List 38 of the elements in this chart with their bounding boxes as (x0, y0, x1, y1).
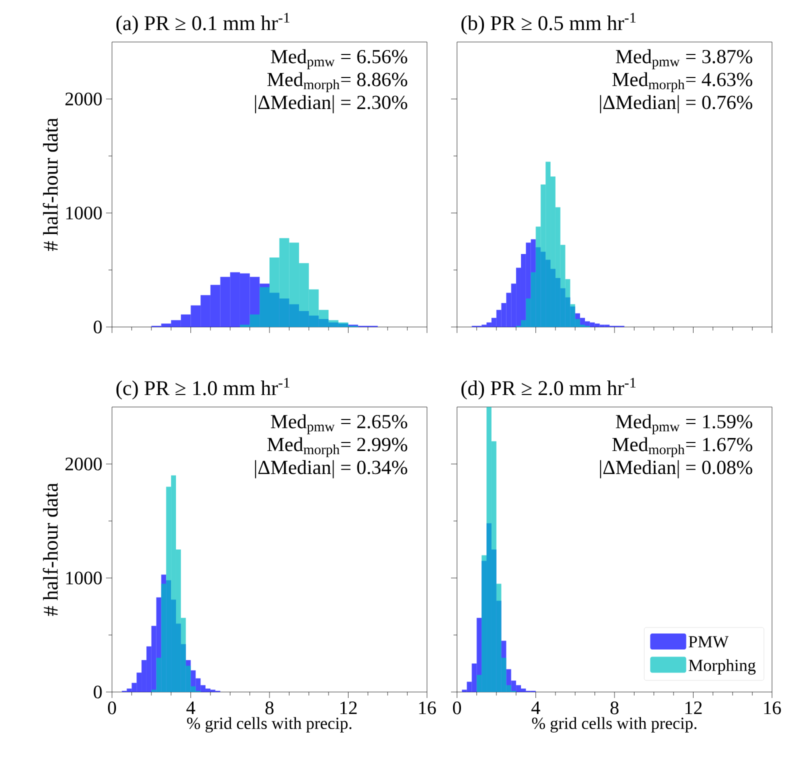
legend-label: Morphing (688, 659, 756, 675)
x-axis-title: % grid cells with precip. (187, 717, 352, 733)
annotation: Med$_{morph}$= 4.63% (612, 72, 752, 92)
x-tick-label: 4 (531, 702, 540, 714)
y-tick-label: 0 (94, 320, 102, 334)
x-tick-label: 16 (764, 702, 781, 714)
y-tick-label: 1000 (66, 572, 102, 584)
x-tick-label: 8 (265, 702, 274, 714)
y-tick-label: 1000 (66, 206, 102, 220)
annotation: Med$_{pmw}$ = 2.65% (270, 414, 408, 434)
x-axis-title: % grid cells with precip. (532, 717, 696, 733)
annotation: Med$_{pmw}$ = 6.56% (270, 49, 408, 70)
chart-title: (b) PR ≥ 0.5 mm hr$^{-1}$ (461, 12, 636, 34)
chart-title: (d) PR ≥ 2.0 mm hr$^{-1}$ (461, 378, 636, 400)
annotation: |ΔMedian| = 0.08% (600, 460, 752, 478)
x-tick-label: 0 (452, 702, 462, 714)
x-tick-label: 12 (340, 702, 357, 714)
y-tick-label: 2000 (65, 458, 102, 470)
y-axis-title: # half-hour data (42, 482, 58, 616)
x-tick-label: 4 (186, 702, 196, 714)
annotation: Med$_{morph}$= 2.99% (267, 437, 408, 458)
annotation: Med$_{pmw}$ = 1.59% (616, 414, 752, 434)
chart-title: (c) PR ≥ 1.0 mm hr$^{-1}$ (116, 378, 290, 400)
legend-label: PMW (688, 636, 729, 648)
annotation: |ΔMedian| = 0.34% (255, 460, 408, 478)
annotation: |ΔMedian| = 2.30% (255, 95, 408, 114)
y-axis-title: # half-hour data (42, 118, 58, 251)
x-tick-label: 16 (419, 702, 436, 714)
y-tick-label: 2000 (65, 92, 102, 106)
annotation: Med$_{morph}$= 8.86% (267, 72, 408, 92)
x-tick-label: 12 (685, 702, 702, 714)
chart-title: (a) PR ≥ 0.1 mm hr$^{-1}$ (116, 12, 290, 34)
x-tick-label: 8 (610, 702, 619, 714)
x-tick-label: 0 (108, 702, 116, 714)
annotation: |ΔMedian| = 0.76% (600, 95, 752, 114)
annotation: Med$_{morph}$= 1.67% (612, 437, 752, 458)
annotation: Med$_{pmw}$ = 3.87% (616, 49, 752, 70)
y-tick-label: 0 (94, 686, 102, 698)
